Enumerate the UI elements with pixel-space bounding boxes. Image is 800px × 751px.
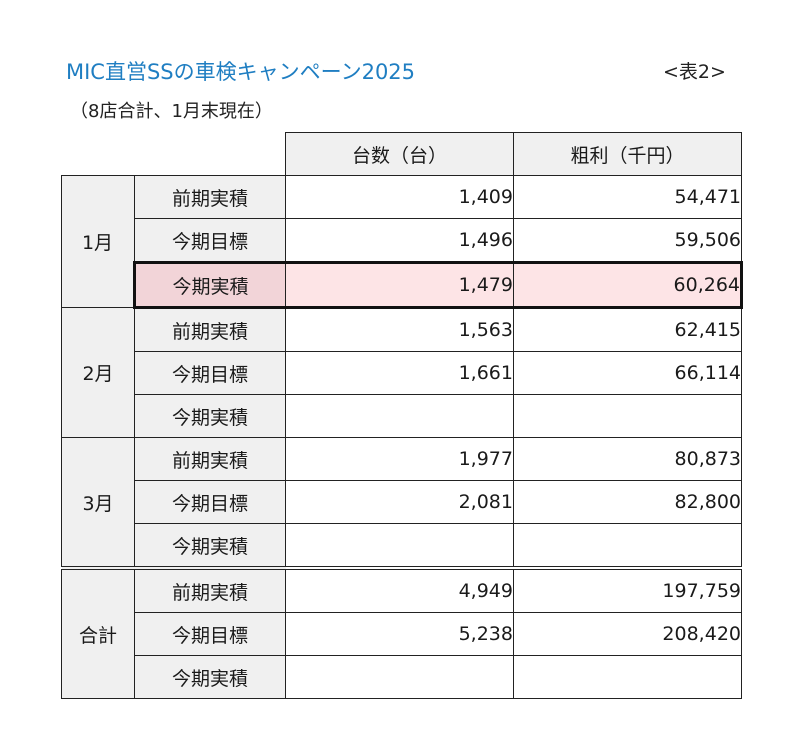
row-label: 前期実積: [134, 175, 286, 219]
row-label: 今期実積: [134, 523, 286, 569]
row-label: 前期実積: [134, 307, 286, 352]
table-row: 1月 前期実積 1,409 54,471: [61, 175, 742, 308]
header-blank-cell: [134, 132, 286, 176]
header-row: 台数（台） 粗利（千円）: [61, 132, 742, 176]
profit-cell: 60,264: [513, 261, 743, 309]
table-row: 今期実積: [62, 523, 742, 569]
profit-cell: [513, 655, 742, 699]
header-blank-cell: [61, 132, 135, 176]
table-row: 今期実積: [62, 655, 742, 699]
table-row: 今期目標 2,081 82,800: [62, 480, 742, 524]
profit-cell: [513, 394, 742, 438]
units-cell: 2,081: [285, 480, 514, 524]
profit-cell: 208,420: [513, 612, 742, 656]
row-label: 前期実積: [134, 437, 286, 481]
units-cell: [285, 523, 514, 569]
profit-cell: [513, 523, 742, 569]
table-tag: <表2>: [663, 61, 726, 83]
profit-cell: 197,759: [513, 566, 742, 613]
row-label: 前期実積: [134, 566, 286, 613]
document-subtitle: （8店合計、1月末現在）: [70, 101, 273, 122]
units-cell: 1,661: [285, 351, 514, 395]
campaign-table: 台数（台） 粗利（千円） 1月 前期実積 1,409 54,471 今期目標 1…: [61, 132, 743, 699]
table-row: 今期目標 1,661 66,114: [62, 351, 742, 395]
units-cell: 1,977: [285, 437, 514, 481]
units-cell: 1,479: [285, 261, 514, 309]
units-cell: 5,238: [285, 612, 514, 656]
profit-cell: 80,873: [513, 437, 742, 481]
row-label: 今期目標: [134, 351, 286, 395]
units-cell: 1,409: [285, 175, 514, 219]
row-label: 今期目標: [134, 480, 286, 524]
units-cell: [285, 394, 514, 438]
units-cell: 1,563: [285, 307, 514, 352]
highlighted-row: 今期実積 1,479 60,264: [62, 261, 743, 309]
profit-cell: 54,471: [513, 175, 742, 219]
row-label: 今期目標: [134, 218, 286, 263]
table-row: 3月 前期実積 1,977 80,873: [61, 437, 742, 569]
total-label: 合計: [61, 566, 135, 699]
units-cell: 4,949: [285, 566, 514, 613]
column-header-profit: 粗利（千円）: [513, 132, 742, 176]
month-label: 3月: [61, 437, 135, 569]
units-cell: [285, 655, 514, 699]
row-label: 今期目標: [134, 612, 286, 656]
table-row: 今期実積: [62, 394, 742, 438]
profit-cell: 59,506: [513, 218, 742, 263]
month-label: 1月: [61, 175, 135, 308]
row-label: 今期実積: [134, 394, 286, 438]
row-label: 今期実積: [134, 655, 286, 699]
table-row: 合計 前期実積 4,949 197,759: [61, 566, 742, 699]
document-title: MIC直営SSの車検キャンペーン2025: [66, 60, 416, 84]
table-row: 今期目標 5,238 208,420: [62, 612, 742, 656]
row-label: 今期実積: [133, 261, 286, 309]
table-row: 今期目標 1,496 59,506: [62, 218, 742, 263]
column-header-units: 台数（台）: [285, 132, 514, 176]
profit-cell: 62,415: [513, 307, 742, 352]
units-cell: 1,496: [285, 218, 514, 263]
month-label: 2月: [61, 307, 135, 438]
profit-cell: 82,800: [513, 480, 742, 524]
profit-cell: 66,114: [513, 351, 742, 395]
table-row: 2月 前期実積 1,563 62,415: [61, 307, 742, 438]
